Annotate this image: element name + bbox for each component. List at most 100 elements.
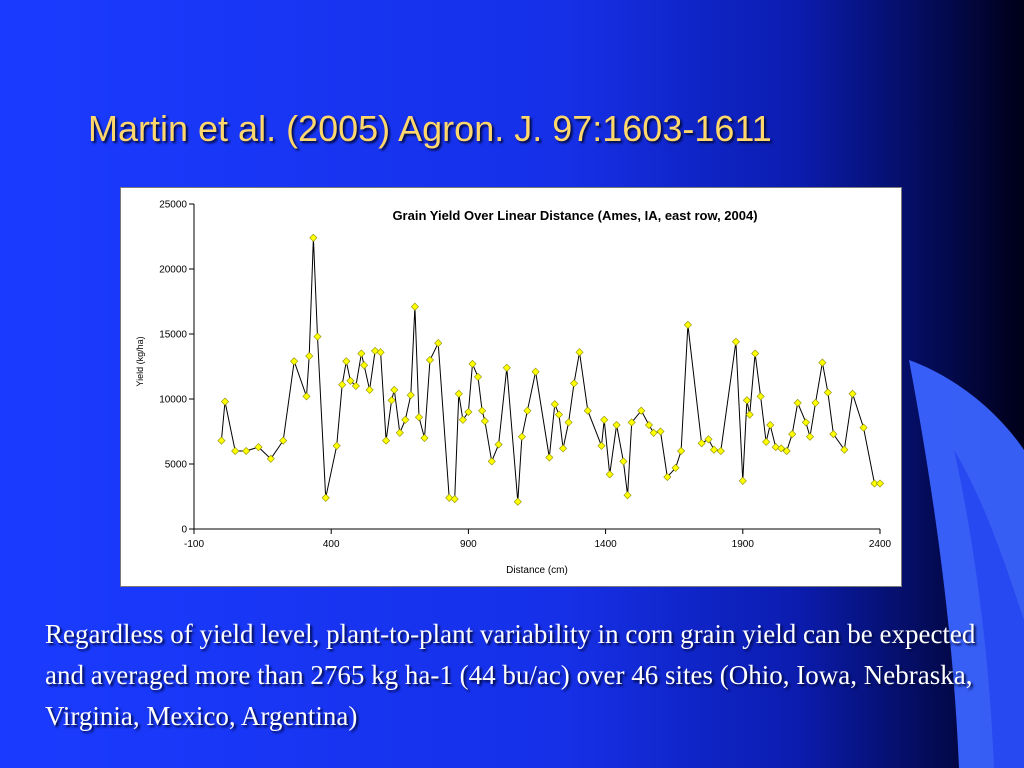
data-point-marker [875,479,885,488]
data-point-marker [346,376,355,385]
data-point-marker [387,396,396,405]
data-point-marker [321,493,330,502]
yield-line-chart: 0 5000 10000 15000 20000 25000 -100 400 900 1400 1… [135,200,892,577]
data-point-marker [410,302,419,311]
data-point-marker [619,457,628,466]
data-point-marker [751,349,760,358]
data-point-marker [550,400,559,409]
data-point-marker [458,415,467,424]
data-point-marker [788,430,797,439]
data-point-marker [829,430,838,439]
chart-axes [189,203,881,534]
data-point-marker [357,349,366,358]
x-tick-label: 2400 [869,539,892,550]
data-point-marker [414,413,424,422]
data-point-marker [254,443,263,452]
data-point-marker [279,436,288,445]
data-point-marker [313,332,322,341]
data-point-marker [401,415,410,424]
data-point-marker [445,493,454,502]
data-point-marker [564,418,573,427]
data-point-marker [494,440,503,449]
data-point-marker [406,391,415,400]
y-tick-label: 25000 [159,200,187,211]
data-point-marker [738,476,747,485]
data-point-marker [545,453,554,462]
data-point-marker [583,406,592,415]
data-point-marker [502,363,511,372]
data-point-marker [395,428,404,437]
data-point-marker [376,348,385,357]
data-point-marker [434,339,443,348]
data-point-marker [478,406,487,415]
data-point-marker [840,445,849,454]
x-tick-label: 900 [460,539,477,550]
data-point-marker [731,337,740,346]
data-point-marker [848,389,857,398]
data-point-marker [704,435,713,444]
data-point-marker [425,355,435,365]
data-point-marker [627,418,636,427]
chart-series [217,233,885,506]
data-point-marker [597,441,606,450]
data-point-marker [371,346,380,355]
data-point-marker [464,407,473,417]
data-point-marker [480,417,489,426]
data-point-marker [600,415,609,424]
y-tick-label: 5000 [165,460,188,471]
decorative-wave-band [909,360,1024,768]
data-point-marker [332,441,341,450]
data-point-marker [811,398,820,407]
data-point-marker [745,410,754,419]
data-point-marker [782,446,791,456]
data-point-marker [801,418,810,427]
slide-title: Martin et al. (2005) Agron. J. 97:1603-1… [88,108,772,149]
data-point-marker [454,389,463,398]
data-point-marker [612,420,621,430]
y-tick-label: 20000 [159,265,187,276]
x-tick-label: -100 [184,539,204,550]
y-tick-label: 10000 [159,395,187,406]
data-point-marker [766,420,775,430]
data-point-marker [649,428,658,437]
data-point-marker [818,358,827,367]
data-point-marker [309,233,318,242]
data-point-marker [637,406,646,415]
data-point-marker [859,423,868,432]
data-point-marker [305,352,314,361]
data-point-marker [217,436,226,445]
data-point-marker [531,367,540,376]
data-point-marker [302,392,311,401]
data-point-marker [793,398,802,407]
data-point-marker [656,427,665,436]
slide-body-text: Regardless of yield level, plant-to-plan… [45,619,976,731]
data-point-marker [777,444,786,453]
chart-frame: 0 5000 10000 15000 20000 25000 -100 400 900 1400 1… [120,187,902,587]
chart-title: Grain Yield Over Linear Distance (Ames, … [392,208,757,223]
x-tick-label: 1900 [732,539,755,550]
data-point-marker [468,359,477,368]
data-point-marker [823,388,832,397]
data-point-marker [623,491,632,500]
data-point-marker [523,406,532,415]
x-tick-label: 1400 [594,539,617,550]
data-point-marker [870,479,879,488]
data-point-marker [220,397,230,406]
data-point-marker [762,437,771,446]
data-point-marker [697,439,706,448]
data-point-marker [663,472,672,482]
data-point-marker [290,357,299,366]
data-point-marker [716,446,725,456]
data-point-marker [683,320,692,329]
data-point-marker [365,385,374,394]
data-point-marker [806,432,815,441]
data-point-marker [570,379,579,388]
data-point-marker [605,470,614,479]
data-point-marker [390,385,399,394]
x-tick-label: 400 [323,539,340,550]
data-point-marker [742,396,751,405]
data-point-marker [242,446,251,456]
data-point-marker [231,446,240,456]
data-point-marker [473,372,483,381]
data-point-marker [487,457,496,466]
